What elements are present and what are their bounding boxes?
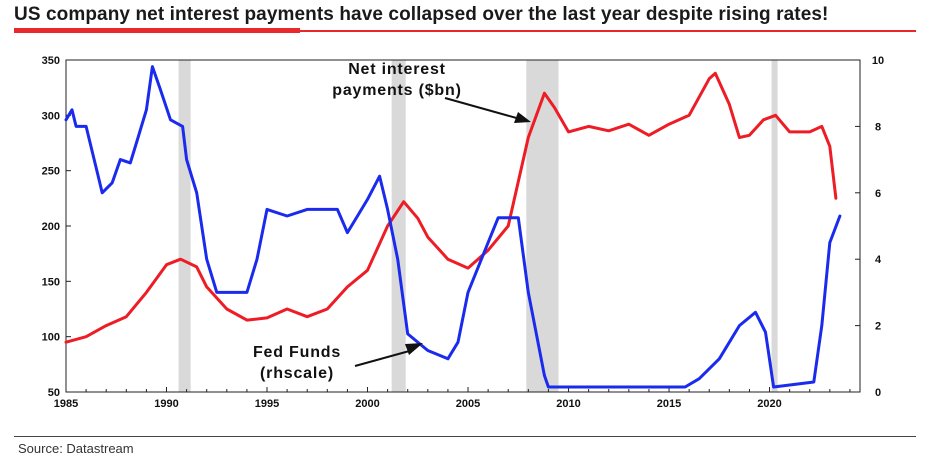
x-tick-label: 1995	[255, 398, 279, 410]
y-right-tick-label: 10	[872, 55, 884, 67]
x-tick-label: 2015	[657, 398, 681, 410]
annotation-net-interest-line2: payments ($bn)	[332, 82, 461, 99]
y-right-tick-label: 2	[875, 321, 881, 333]
x-tick-label: 2010	[556, 398, 580, 410]
annotation-net-interest-arrow-line	[444, 97, 521, 120]
chart: 1985 1990 1995 2000 2005 2010 2015 202050100150…	[42, 55, 884, 410]
annotation-net-interest-line1: Net interest	[348, 61, 446, 78]
title-underline-accent	[14, 28, 300, 33]
y-left-tick-label: 250	[42, 166, 60, 178]
y-left-tick-label: 50	[48, 387, 60, 399]
x-tick-label: 2005	[456, 398, 480, 410]
axes: 1985 1990 1995 2000 2005 2010 2015 202050100150…	[42, 55, 884, 410]
x-tick-label: 1985	[54, 398, 78, 410]
y-left-tick-label: 350	[42, 55, 60, 67]
y-left-tick-label: 300	[42, 110, 60, 122]
y-right-tick-label: 8	[875, 121, 881, 133]
annotation-fed-funds-line2: (rhscale)	[260, 365, 334, 382]
recession-bands	[178, 60, 778, 392]
recession-band-3	[771, 60, 778, 392]
title-underline	[14, 30, 916, 32]
footer-rule	[14, 436, 916, 437]
y-left-tick-label: 150	[42, 276, 60, 288]
series	[64, 65, 842, 389]
y-right-tick-label: 4	[875, 254, 882, 266]
x-tick-label: 1990	[154, 398, 178, 410]
recession-band-2	[526, 60, 559, 392]
y-right-tick-label: 0	[875, 387, 881, 399]
y-right-tick-label: 6	[875, 188, 881, 200]
annotation-fed-funds-arrow-line	[354, 349, 414, 367]
y-left-tick-label: 200	[42, 221, 60, 233]
series-line-net-interest	[64, 71, 838, 344]
x-tick-label: 2020	[757, 398, 781, 410]
annotation-net-interest-arrowhead	[514, 112, 531, 123]
annotation-fed-funds-line1: Fed Funds	[253, 344, 341, 361]
source-note: Source: Datastream	[18, 441, 134, 456]
recession-band-1	[391, 60, 406, 392]
annotation-fed-funds-arrowhead	[405, 343, 423, 355]
series-line-fed-funds	[64, 65, 842, 389]
x-tick-label: 2000	[355, 398, 379, 410]
chart-title: US company net interest payments have co…	[14, 4, 829, 25]
recession-band-0	[178, 60, 191, 392]
y-left-tick-label: 100	[42, 332, 60, 344]
